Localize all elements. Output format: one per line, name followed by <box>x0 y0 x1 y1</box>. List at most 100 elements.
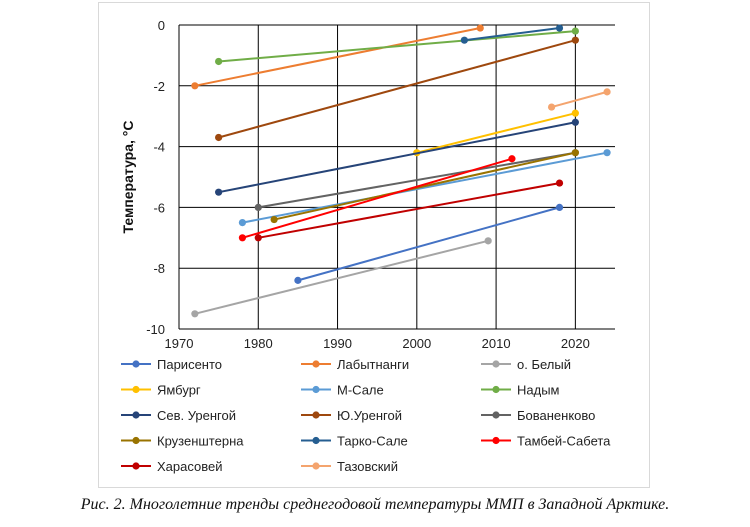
legend-swatch-marker <box>492 385 500 394</box>
series-line <box>273 151 576 221</box>
legend-item: Бованенково <box>481 408 595 423</box>
legend-swatch-marker <box>132 385 140 394</box>
series-point <box>215 133 223 142</box>
series-5 <box>215 27 579 66</box>
series-point <box>191 310 199 318</box>
series-point <box>215 188 223 196</box>
legend-item: Крузенштерна <box>121 434 244 449</box>
legend-label: Харасовей <box>157 459 223 474</box>
series-2 <box>191 237 492 318</box>
series-point <box>215 57 223 66</box>
figure-caption: Рис. 2. Многолетние тренды среднегодовой… <box>80 496 670 513</box>
legend-item: Парисенто <box>121 357 222 372</box>
series-line <box>258 182 560 239</box>
x-tick-label: 2020 <box>561 336 590 351</box>
x-tick-label: 1970 <box>165 336 194 351</box>
legend-swatch-marker <box>132 462 140 470</box>
legend-item: Ю.Уренгой <box>301 408 402 423</box>
series-point <box>603 88 611 96</box>
series-point <box>555 203 564 211</box>
series-point <box>571 27 579 35</box>
series-point <box>476 24 484 32</box>
legend-item: Тамбей-Сабета <box>481 434 611 449</box>
y-tick-label: -6 <box>153 200 165 215</box>
series-9 <box>270 149 579 224</box>
series-13 <box>547 88 611 111</box>
series-line <box>416 112 576 154</box>
series-line <box>242 157 513 239</box>
series-point <box>254 234 262 242</box>
x-tick-label: 1980 <box>244 336 273 351</box>
legend-label: Надым <box>517 383 560 398</box>
legend: Парисенто Лабытнанги о. Белый Ямбург М-Сале Н… <box>121 357 611 474</box>
series-10 <box>460 24 564 44</box>
series-7 <box>215 36 579 142</box>
series-line <box>551 90 608 109</box>
legend-swatch-marker <box>132 436 140 445</box>
y-tick-label: -10 <box>146 322 165 337</box>
series-4 <box>238 149 611 227</box>
y-tick-label: -4 <box>153 140 165 155</box>
legend-label: Сев. Уренгой <box>157 408 236 423</box>
series-point <box>191 82 199 90</box>
series-point <box>603 149 611 157</box>
legend-label: Тамбей-Сабета <box>517 434 611 449</box>
series-12 <box>254 179 564 242</box>
legend-label: Тазовский <box>337 459 398 474</box>
legend-item: о. Белый <box>481 357 571 372</box>
series-point <box>238 219 247 227</box>
y-tick-label: -8 <box>153 261 165 276</box>
series-point <box>571 149 579 157</box>
legend-swatch-marker <box>312 411 320 419</box>
legend-label: Ямбург <box>157 383 201 398</box>
series-line <box>297 206 560 282</box>
legend-item: Харасовей <box>121 459 223 474</box>
legend-label: Тарко-Сале <box>337 434 408 449</box>
series-1 <box>191 24 484 90</box>
legend-swatch-marker <box>312 360 320 368</box>
legend-swatch-marker <box>132 411 140 419</box>
series-line <box>218 121 576 194</box>
series-point <box>238 234 247 242</box>
series-line <box>218 30 576 63</box>
series-point <box>571 109 579 117</box>
series-6 <box>215 118 579 196</box>
series-point <box>571 118 579 126</box>
legend-label: Лабытнанги <box>337 357 409 372</box>
legend-label: М-Сале <box>337 383 384 398</box>
axes: 1970 1980 1990 2000 2010 2020 0 -2 -4 -6 -8 -10 Темп… <box>120 18 590 351</box>
series-point <box>508 155 516 163</box>
series-point <box>547 103 556 111</box>
series-point <box>571 36 579 44</box>
series-layer <box>191 24 611 318</box>
series-point <box>555 24 564 32</box>
series-line <box>258 151 576 209</box>
chart-svg: 1970 1980 1990 2000 2010 2020 0 -2 -4 -6 -8 -10 Темп… <box>120 18 615 474</box>
series-point <box>270 215 278 224</box>
y-tick-label: -2 <box>153 79 165 94</box>
series-point <box>484 237 492 245</box>
series-point <box>555 179 564 187</box>
legend-item: Ямбург <box>121 383 201 398</box>
series-point <box>294 276 302 284</box>
legend-swatch-marker <box>132 360 140 368</box>
legend-label: Крузенштерна <box>157 434 244 449</box>
y-tick-label: 0 <box>158 18 165 33</box>
x-tick-label: 2000 <box>402 336 431 351</box>
grid <box>178 24 615 330</box>
legend-label: о. Белый <box>517 357 571 372</box>
series-point <box>460 36 468 44</box>
series-line <box>242 151 608 224</box>
legend-item: Тазовский <box>301 459 398 474</box>
x-tick-label: 2010 <box>482 336 511 351</box>
series-line <box>194 239 489 315</box>
legend-label: Бованенково <box>517 408 595 423</box>
legend-swatch-marker <box>312 436 320 445</box>
series-line <box>194 27 481 87</box>
series-point <box>254 203 262 211</box>
legend-item: М-Сале <box>301 383 384 398</box>
series-line <box>464 27 560 42</box>
y-axis-title: Температура, °C <box>120 120 136 233</box>
legend-item: Сев. Уренгой <box>121 408 236 423</box>
legend-item: Тарко-Сале <box>301 434 408 449</box>
